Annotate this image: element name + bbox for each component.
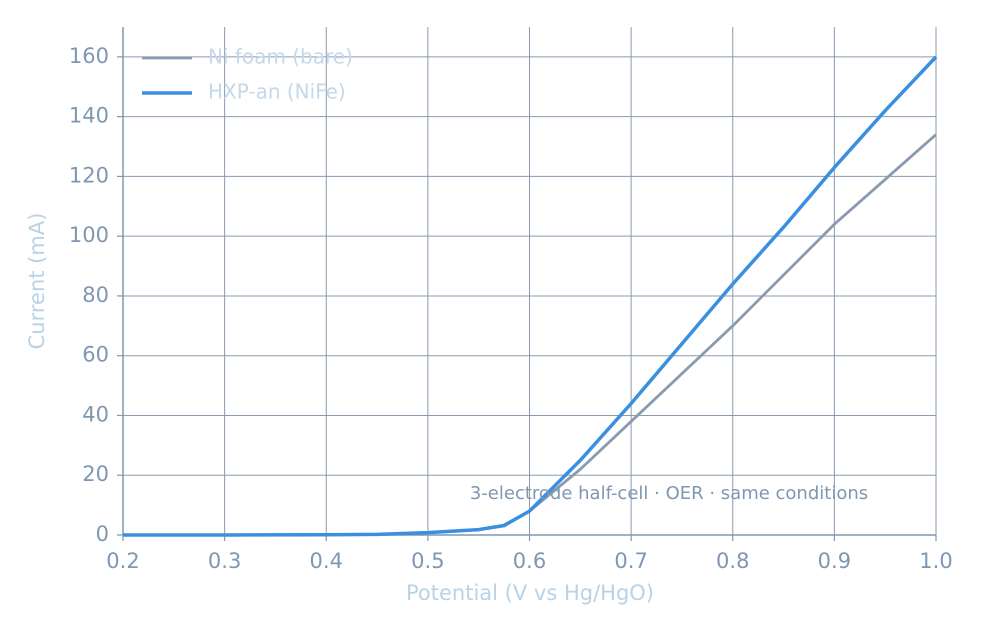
- series-line: [123, 55, 938, 537]
- x-tick-label: 0.3: [208, 549, 241, 573]
- y-tick-label: 60: [82, 343, 109, 367]
- x-tick-label: 0.6: [513, 549, 546, 573]
- y-tick-label: 140: [69, 104, 109, 128]
- x-tick-label: 0.2: [106, 549, 139, 573]
- x-tick-label: 0.5: [411, 549, 444, 573]
- x-axis-label: Potential (V vs Hg/HgO): [406, 581, 654, 605]
- x-tick-label: 1.0: [919, 549, 952, 573]
- y-tick-label: 20: [82, 462, 109, 486]
- x-tick-label: 0.4: [310, 549, 343, 573]
- y-tick-label: 40: [82, 402, 109, 426]
- y-tick-label: 160: [69, 44, 109, 68]
- y-tick-label: 100: [69, 223, 109, 247]
- legend-label: HXP-an (NiFe): [208, 80, 346, 104]
- y-tick-label: 0: [96, 522, 109, 546]
- y-axis-label: Current (mA): [25, 213, 49, 350]
- y-tick-label: 80: [82, 283, 109, 307]
- legend-label: Ni foam (bare): [208, 45, 353, 69]
- annotation: 3-electrode half-cell · OER · same condi…: [470, 483, 868, 504]
- x-tick-label: 0.7: [614, 549, 647, 573]
- y-tick-label: 120: [69, 163, 109, 187]
- x-tick-label: 0.9: [818, 549, 851, 573]
- x-tick-label: 0.8: [716, 549, 749, 573]
